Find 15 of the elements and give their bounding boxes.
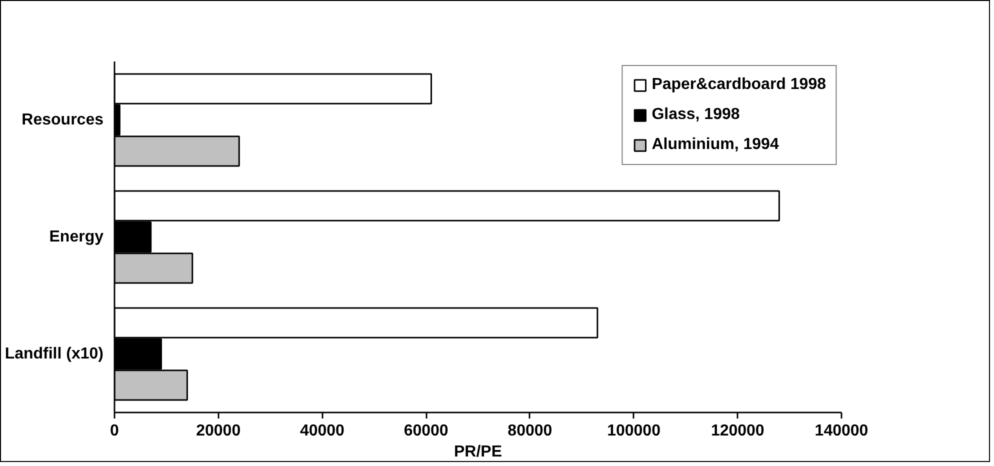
x-tick-label: 60000 — [404, 422, 448, 440]
y-tick-label: Landfill (x10) — [4, 346, 104, 362]
x-tick-label: 40000 — [300, 422, 345, 440]
legend-label: Glass, 1998 — [652, 106, 740, 124]
x-tick-label: 20000 — [196, 422, 241, 440]
x-tick-label: 120000 — [710, 422, 764, 440]
x-tick-label: 0 — [110, 422, 120, 440]
legend-label: Paper&cardboard 1998 — [652, 76, 826, 94]
x-tick-label: 140000 — [814, 422, 868, 440]
y-tick-label: Resources — [22, 112, 104, 128]
legend-label: Aluminium, 1994 — [652, 136, 779, 154]
x-axis-title: PR/PE — [454, 444, 502, 460]
x-tick-label: 80000 — [508, 422, 552, 440]
y-tick-label: Energy — [49, 228, 104, 246]
x-tick-label: 100000 — [607, 422, 661, 440]
